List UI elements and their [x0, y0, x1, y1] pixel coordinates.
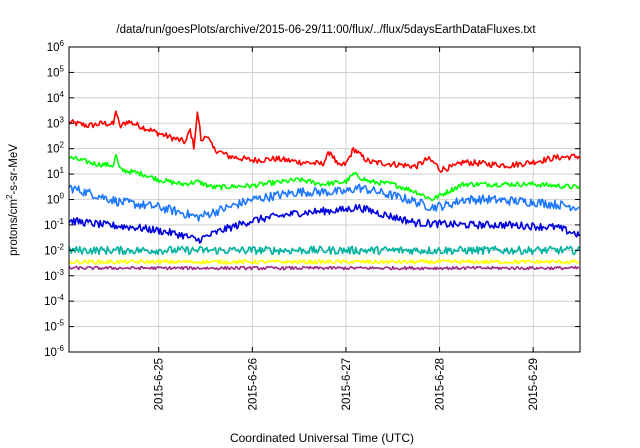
y-tick-label: 103	[47, 115, 65, 130]
data-series	[68, 110, 580, 271]
y-tick-label: 10-1	[44, 217, 64, 232]
y-tick-label: 101	[47, 166, 65, 181]
series-line-6	[68, 259, 580, 265]
y-tick-label: 10-6	[44, 344, 64, 359]
y-tick-label: 10-3	[44, 268, 64, 283]
y-tick-label: 10-5	[44, 319, 64, 334]
x-axis-label: Coordinated Universal Time (UTC)	[230, 431, 414, 445]
axes: 106 105 104 103 102 101 100 10-1 10-2 10-3 10-4 10-…	[44, 39, 580, 410]
x-tick-label: 2015-6-28	[435, 358, 447, 410]
series-line-1	[68, 110, 580, 173]
y-tick-label: 100	[47, 192, 65, 207]
y-tick-label: 105	[47, 64, 65, 79]
y-tick-label: 102	[47, 141, 65, 156]
chart-title: /data/run/goesPlots/archive/2015-06-29/1…	[116, 24, 536, 36]
series-line-4	[68, 204, 580, 244]
series-line-3	[68, 183, 580, 222]
x-tick-label: 2015-6-25	[154, 358, 166, 410]
series-line-2	[68, 153, 580, 202]
y-tick-label: 10-2	[44, 242, 64, 257]
x-tick-label: 2015-6-26	[247, 358, 259, 410]
y-axis-label: protons/cm2-s-sr-MeV	[5, 144, 20, 256]
series-line-5	[68, 245, 580, 256]
y-tick-label: 106	[47, 39, 65, 54]
x-tick-label: 2015-6-29	[528, 358, 540, 410]
y-tick-label: 10-4	[44, 293, 64, 308]
x-tick-label: 2015-6-27	[341, 358, 353, 410]
series-line-7	[68, 265, 580, 271]
y-tick-label: 104	[47, 90, 65, 105]
